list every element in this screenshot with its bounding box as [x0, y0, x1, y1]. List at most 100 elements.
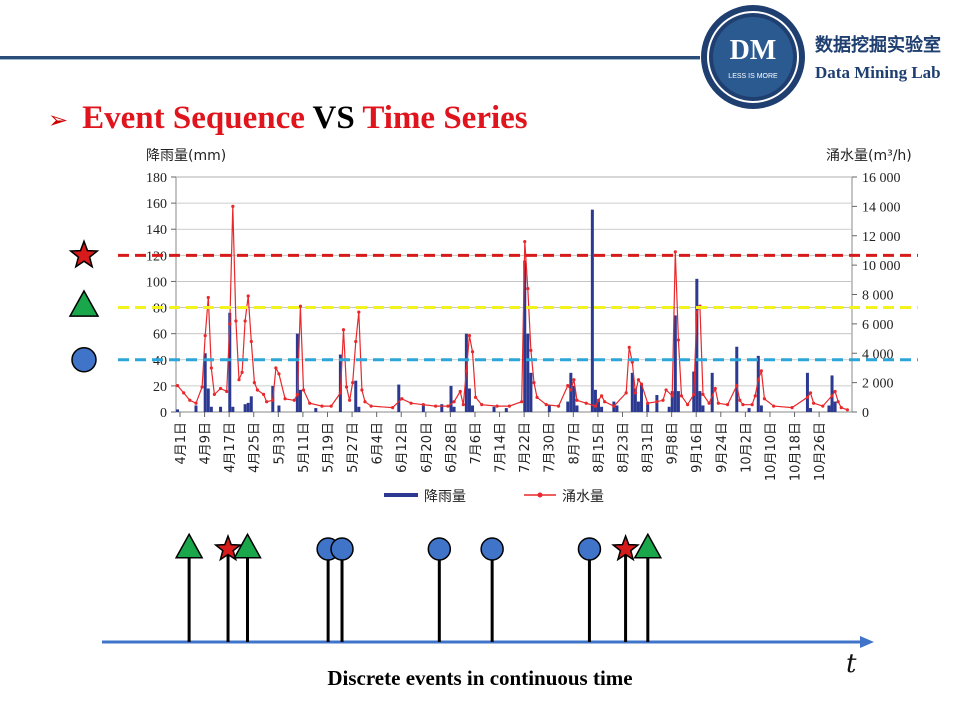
- flow-point: [188, 398, 192, 402]
- flow-point: [707, 401, 711, 405]
- flow-point: [529, 348, 533, 352]
- rainfall-bar: [492, 406, 496, 412]
- flow-point: [664, 388, 668, 392]
- rainfall-bar: [698, 391, 702, 412]
- flow-point: [624, 391, 628, 395]
- x-tick-label: 5月19日: [321, 422, 336, 473]
- event-triangle-icon: [233, 532, 262, 559]
- flow-point: [790, 405, 794, 410]
- flow-point: [584, 401, 588, 405]
- rainfall-bar: [640, 383, 644, 412]
- flow-point: [759, 369, 763, 373]
- flow-point: [673, 250, 677, 254]
- threshold-triangle-icon: [68, 289, 100, 317]
- flow-point: [821, 404, 825, 408]
- rainfall-bar: [600, 406, 604, 412]
- rainfall-bar: [756, 355, 760, 412]
- y-left-axis-label: 降雨量(mm): [146, 148, 226, 164]
- flow-point: [738, 398, 742, 402]
- slide-caption: Discrete events in continuous time: [327, 666, 633, 690]
- title-part2: Time Series: [362, 100, 528, 136]
- flow-point: [249, 339, 253, 344]
- x-tick-label: 6月4日: [371, 422, 386, 465]
- flow-point: [277, 372, 281, 376]
- flow-point: [354, 339, 358, 344]
- y-left-tick-label: 140: [146, 223, 167, 238]
- flow-point: [348, 398, 352, 402]
- header-rule: [0, 56, 700, 59]
- lab-logo: DM LESS IS MORE: [701, 5, 805, 109]
- flow-point: [301, 388, 306, 392]
- flow-point: [526, 287, 530, 291]
- y-right-tick-label: 12 000: [862, 230, 901, 245]
- x-tick-label: 4月17日: [223, 422, 238, 473]
- flow-point: [596, 398, 601, 402]
- flow-point: [544, 403, 548, 407]
- flow-point: [464, 369, 468, 373]
- flow-point: [507, 404, 511, 408]
- slide-title: ➢ Event Sequence VS Time Series: [48, 100, 528, 137]
- flow-point: [679, 394, 684, 398]
- rainfall-bar: [295, 333, 299, 412]
- x-tick-label: 4月25日: [248, 422, 263, 473]
- rainfall-bar: [176, 409, 180, 412]
- rainfall-bar: [667, 406, 671, 412]
- flow-point: [467, 334, 472, 338]
- flow-point: [520, 400, 524, 404]
- rainfall-bar: [421, 405, 425, 412]
- flow-point: [753, 394, 757, 398]
- flow-point: [599, 394, 604, 398]
- x-tick-label: 4月9日: [199, 422, 214, 465]
- flow-point: [676, 338, 680, 342]
- flow-point: [240, 370, 244, 374]
- flow-point: [203, 334, 207, 338]
- flow-point: [808, 391, 813, 395]
- flow-point: [756, 378, 760, 382]
- rainfall-bar: [827, 405, 831, 412]
- flow-point: [369, 404, 373, 408]
- flow-point: [360, 388, 364, 392]
- flow-point: [255, 388, 260, 392]
- rainfall-bar: [397, 384, 401, 412]
- y-left-tick-label: 100: [146, 275, 167, 290]
- flow-point: [338, 391, 342, 395]
- x-tick-label: 7月6日: [469, 422, 484, 465]
- flow-point: [246, 294, 250, 298]
- rainfall-bar: [695, 278, 699, 412]
- flow-point: [200, 385, 204, 389]
- flow-point: [473, 395, 478, 399]
- flow-point: [572, 378, 576, 382]
- y-right-tick-label: 10 000: [862, 259, 901, 274]
- flow-point: [308, 401, 312, 405]
- x-tick-label: 6月20日: [420, 422, 435, 473]
- x-tick-label: 9月24日: [715, 422, 730, 473]
- flow-point: [295, 392, 299, 396]
- rainfall-bar: [830, 375, 834, 412]
- title-part1: Event Sequence: [82, 100, 305, 136]
- lab-name-cn: 数据挖掘实验室: [815, 35, 941, 56]
- rainfall-bar: [228, 312, 232, 412]
- x-tick-label: 4月1日: [174, 422, 189, 465]
- flow-point: [218, 386, 223, 391]
- flow-point: [446, 404, 450, 408]
- rainfall-bar: [526, 333, 530, 412]
- event-circle-icon: [480, 537, 504, 561]
- rainfall-bar: [710, 372, 714, 412]
- flow-point: [234, 319, 238, 323]
- flow-point: [569, 388, 573, 392]
- flow-point: [243, 319, 247, 323]
- time-axis-arrow-icon: [860, 636, 874, 648]
- flow-point: [225, 389, 229, 394]
- y-left-tick-label: 60: [153, 328, 167, 343]
- rainfall-bar: [615, 405, 619, 412]
- title-vs: VS: [312, 100, 355, 136]
- rainfall-bar: [597, 401, 600, 412]
- rainfall-bar: [805, 372, 809, 412]
- flow-point: [575, 398, 579, 402]
- rainfall-bar: [471, 405, 475, 412]
- flow-point: [535, 395, 539, 399]
- rainfall-bar: [572, 385, 576, 412]
- flow-point: [532, 381, 536, 385]
- flow-point: [344, 385, 349, 389]
- rainfall-bar: [633, 388, 637, 412]
